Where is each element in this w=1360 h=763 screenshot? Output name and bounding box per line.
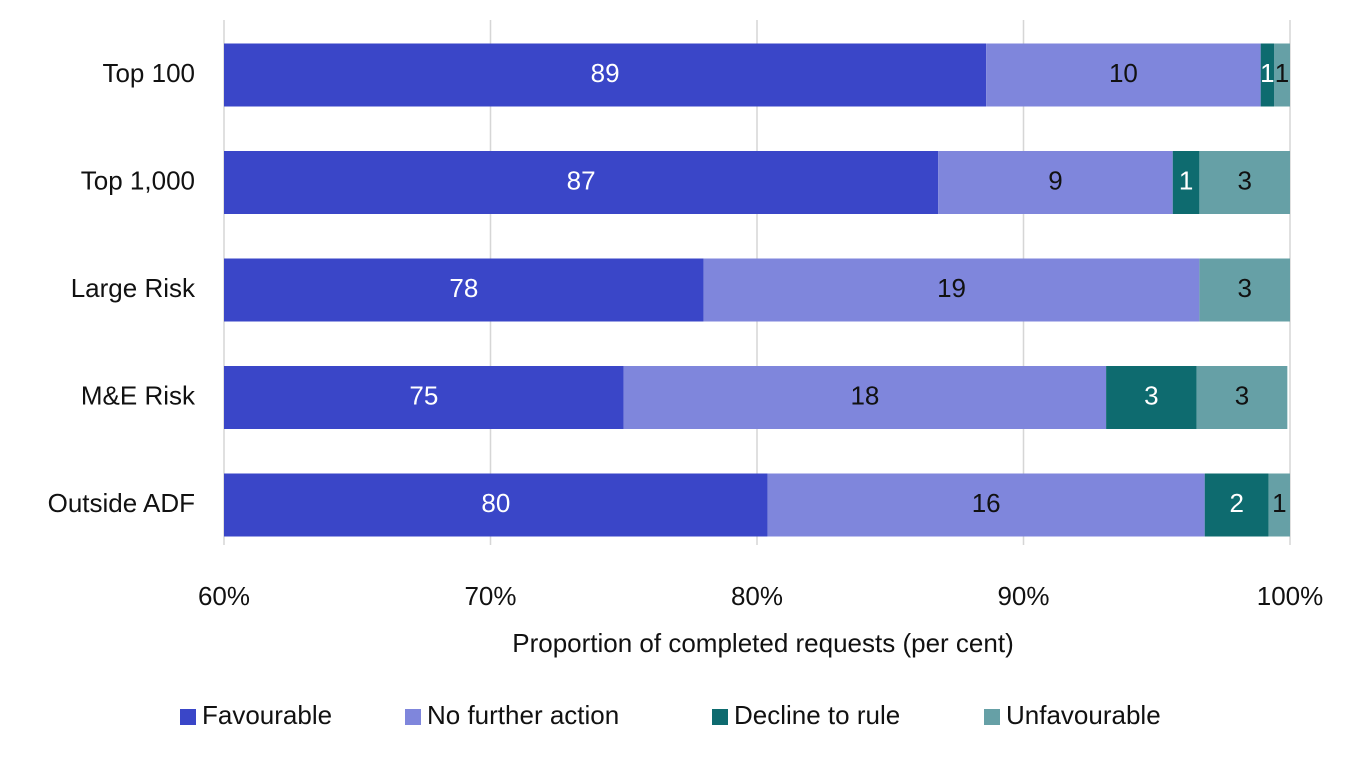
data-label: 3 (1144, 380, 1158, 410)
bar-segment (224, 473, 768, 537)
x-tick-label: 90% (997, 581, 1049, 611)
bar-segment (623, 366, 1107, 429)
data-label: 1 (1260, 58, 1274, 88)
x-tick-label: 60% (198, 581, 250, 611)
data-label: 2 (1229, 488, 1243, 518)
bar-segment (938, 151, 1173, 214)
bar-segment (1204, 473, 1269, 537)
data-label: 1 (1272, 488, 1286, 518)
data-label: 19 (937, 273, 966, 303)
legend-label: Favourable (202, 700, 332, 730)
legend-swatch (712, 709, 728, 725)
data-label: 9 (1048, 165, 1062, 195)
bar-segment (224, 151, 939, 214)
data-label: 78 (449, 273, 478, 303)
data-label: 3 (1235, 380, 1249, 410)
bar-segment (1260, 43, 1275, 107)
legend-swatch (180, 709, 196, 725)
bar-segment (986, 43, 1261, 107)
bar-segment (767, 473, 1205, 537)
category-label: M&E Risk (81, 380, 196, 410)
bar-segment (224, 43, 987, 107)
data-label: 18 (850, 380, 879, 410)
category-label: Top 1,000 (81, 165, 195, 195)
legend-swatch (984, 709, 1000, 725)
data-label: 87 (567, 165, 596, 195)
legend-swatch (405, 709, 421, 725)
bar-segment (1172, 151, 1200, 214)
legend-label: No further action (427, 700, 619, 730)
bar-segment (1199, 151, 1290, 214)
legend-label: Unfavourable (1006, 700, 1161, 730)
data-label: 1 (1179, 165, 1193, 195)
x-tick-label: 70% (464, 581, 516, 611)
x-tick-label: 100% (1257, 581, 1324, 611)
bar-segment (1106, 366, 1197, 429)
data-label: 16 (972, 488, 1001, 518)
bar-segment (1196, 366, 1288, 429)
data-label: 75 (409, 380, 438, 410)
bar-segment (703, 258, 1200, 322)
bar-segment (1199, 258, 1290, 322)
category-label: Top 100 (102, 58, 195, 88)
bar-segment (1274, 43, 1290, 107)
x-tick-label: 80% (731, 581, 783, 611)
bar-segment (1268, 473, 1290, 537)
legend-label: Decline to rule (734, 700, 900, 730)
data-label: 1 (1275, 58, 1289, 88)
data-label: 3 (1237, 165, 1251, 195)
data-label: 10 (1109, 58, 1138, 88)
x-axis-title: Proportion of completed requests (per ce… (512, 628, 1013, 658)
data-label: 80 (481, 488, 510, 518)
data-label: 89 (591, 58, 620, 88)
category-label: Large Risk (71, 273, 196, 303)
bar-segment (224, 258, 704, 322)
category-label: Outside ADF (48, 488, 195, 518)
data-label: 3 (1237, 273, 1251, 303)
bar-segment (224, 366, 624, 429)
